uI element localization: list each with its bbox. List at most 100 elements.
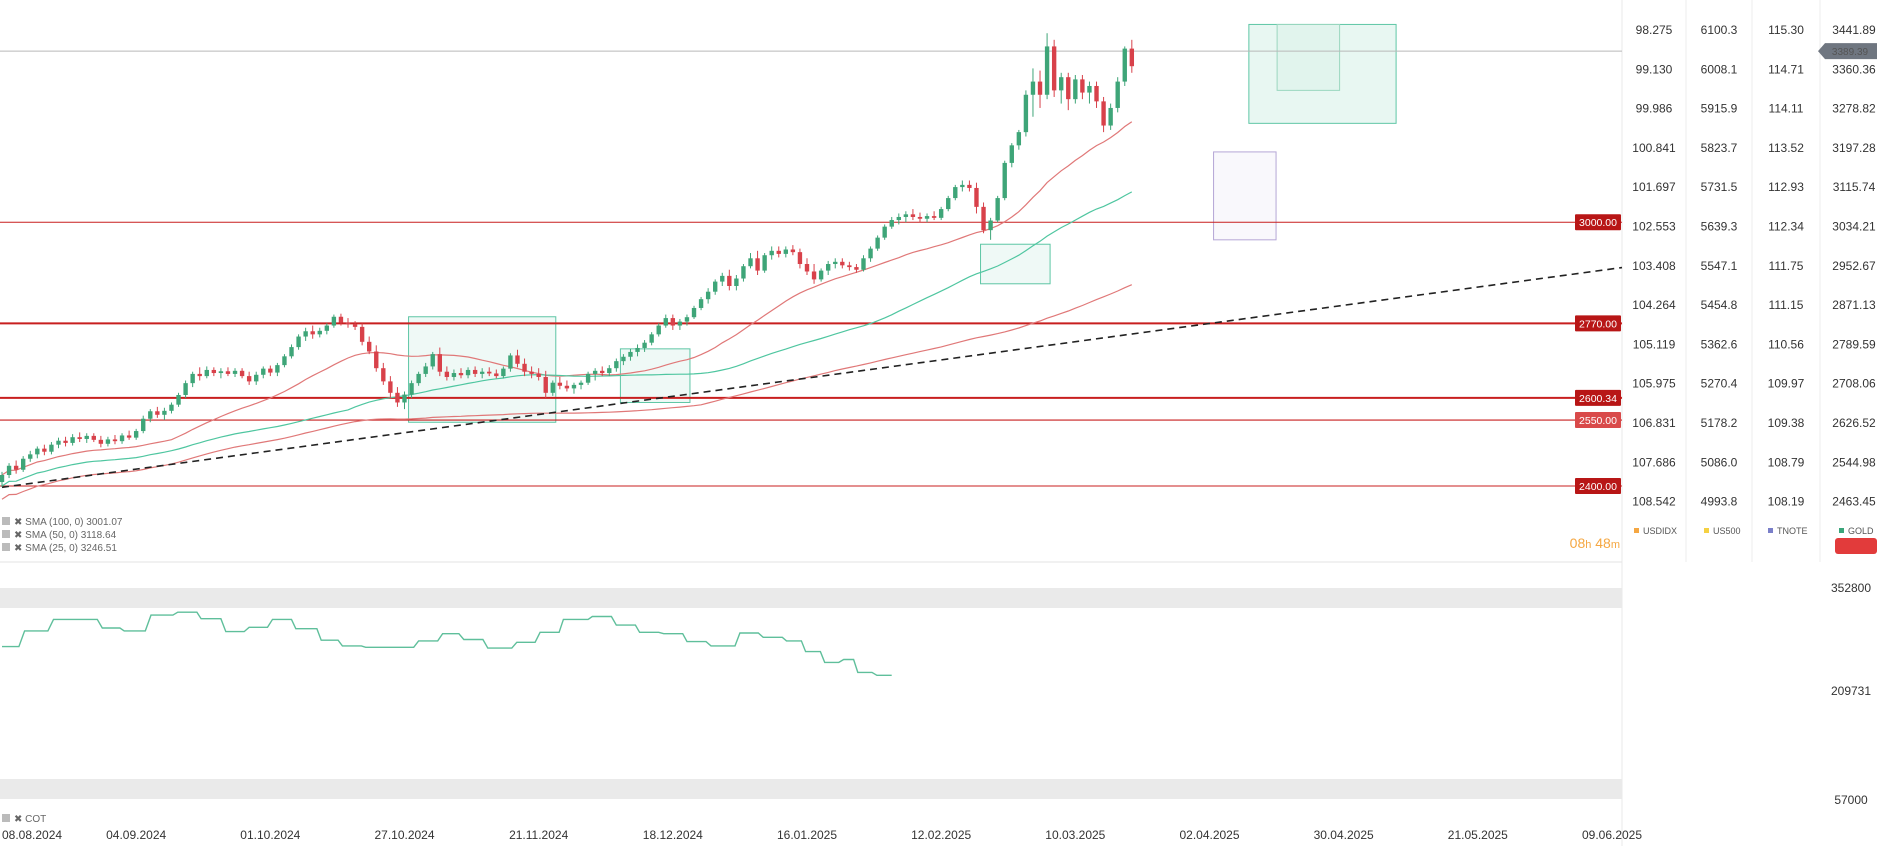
price-tick: 5362.6 xyxy=(1701,337,1738,351)
candle xyxy=(183,380,188,399)
candle-body xyxy=(727,275,732,286)
price-tick: 3197.28 xyxy=(1832,141,1876,155)
price-tick: 2952.67 xyxy=(1832,259,1876,273)
candle xyxy=(917,212,923,223)
candle xyxy=(804,258,810,275)
gold-badge xyxy=(1835,538,1877,554)
candle xyxy=(656,323,661,337)
candle-body xyxy=(1073,79,1078,100)
candle xyxy=(1073,74,1078,104)
price-tick: 101.697 xyxy=(1632,180,1676,194)
candle xyxy=(162,407,167,421)
candle xyxy=(56,437,61,449)
candle xyxy=(663,314,668,328)
price-tick: 3360.36 xyxy=(1832,62,1876,76)
candle-body xyxy=(592,370,598,374)
candle xyxy=(1066,72,1071,111)
price-axis[interactable]: 98.275 6100.3 115.30 3441.89 99.130 6008.1 114… xyxy=(1632,23,1877,807)
candle xyxy=(112,435,118,445)
candle-body xyxy=(614,361,619,369)
candle xyxy=(458,368,464,379)
candle xyxy=(268,365,273,377)
candle xyxy=(28,450,33,462)
candle-body xyxy=(289,347,294,357)
level-label-text: 2400.00 xyxy=(1579,481,1617,493)
candle xyxy=(825,260,831,275)
candle xyxy=(776,246,781,258)
highlight-boxes xyxy=(408,23,1397,423)
candle-body xyxy=(430,354,435,367)
sma-legend-item: ✖ SMA (100, 0) 3001.07 xyxy=(2,517,123,528)
candle-body xyxy=(239,370,245,377)
candle xyxy=(119,433,125,444)
candle xyxy=(141,415,146,434)
level-label-bg xyxy=(1575,214,1621,231)
price-tick: 2544.98 xyxy=(1832,455,1876,469)
candle-body xyxy=(861,258,866,270)
time-tick: 21.11.2024 xyxy=(509,828,568,842)
candle xyxy=(508,353,513,372)
candle xyxy=(303,327,308,341)
candle xyxy=(734,274,739,291)
candle-body xyxy=(621,356,626,362)
candle xyxy=(727,269,732,291)
level-label-bg xyxy=(1575,389,1621,406)
candle-body xyxy=(1101,101,1106,126)
candle-body xyxy=(35,448,40,455)
candle xyxy=(1087,81,1092,104)
time-axis[interactable]: 08.08.2024 04.09.2024 01.10.2024 27.10.2024… xyxy=(2,828,1642,842)
candle xyxy=(896,213,901,225)
sma-legend-item: ✖ SMA (25, 0) 3246.51 xyxy=(2,543,117,554)
candle-body xyxy=(20,458,26,470)
legend-swatch xyxy=(1704,528,1709,533)
candle xyxy=(713,279,718,295)
candle-body xyxy=(995,198,1000,221)
candle xyxy=(133,428,139,440)
candle xyxy=(416,371,421,386)
candle xyxy=(70,434,75,446)
candle-body xyxy=(536,373,541,377)
trend-line xyxy=(1,266,1623,489)
candle-body xyxy=(141,418,146,432)
candle-body xyxy=(352,324,358,327)
legend-swatch xyxy=(1634,528,1639,533)
candle-body xyxy=(261,368,266,375)
candle-body xyxy=(543,376,548,393)
candle-body xyxy=(981,206,986,231)
candle xyxy=(670,314,676,330)
candle xyxy=(374,345,379,372)
plot-background xyxy=(0,0,1821,846)
candle-body xyxy=(974,187,979,207)
candle-body xyxy=(783,249,789,254)
candle xyxy=(614,358,619,372)
candle xyxy=(77,432,82,443)
price-tick: 105.119 xyxy=(1633,337,1676,351)
candle xyxy=(875,235,880,251)
candle xyxy=(1051,39,1057,97)
candle xyxy=(275,362,280,377)
price-tick: 102.553 xyxy=(1632,220,1676,234)
time-tick: 12.02.2025 xyxy=(911,828,971,842)
candle xyxy=(1115,77,1120,113)
candle xyxy=(98,435,104,448)
candle xyxy=(444,366,450,381)
last-price-marker: 3389.39 xyxy=(1818,43,1877,60)
candle-body xyxy=(1023,94,1029,133)
candle xyxy=(105,436,111,447)
candle-body xyxy=(797,252,803,265)
price-tick: 110.56 xyxy=(1768,337,1804,351)
candle-body xyxy=(804,264,810,272)
candle xyxy=(981,202,986,234)
candle-body xyxy=(628,351,633,357)
candle-body xyxy=(910,214,916,217)
legend-swatch xyxy=(1768,528,1773,533)
price-tick: 98.275 xyxy=(1636,23,1673,37)
candle-body xyxy=(409,383,414,395)
candle-body xyxy=(720,275,725,282)
candle xyxy=(995,195,1000,223)
time-tick: 21.05.2025 xyxy=(1448,828,1508,842)
candle-body xyxy=(1030,81,1036,95)
price-tick: 108.19 xyxy=(1768,495,1805,509)
candle-body xyxy=(225,371,231,374)
